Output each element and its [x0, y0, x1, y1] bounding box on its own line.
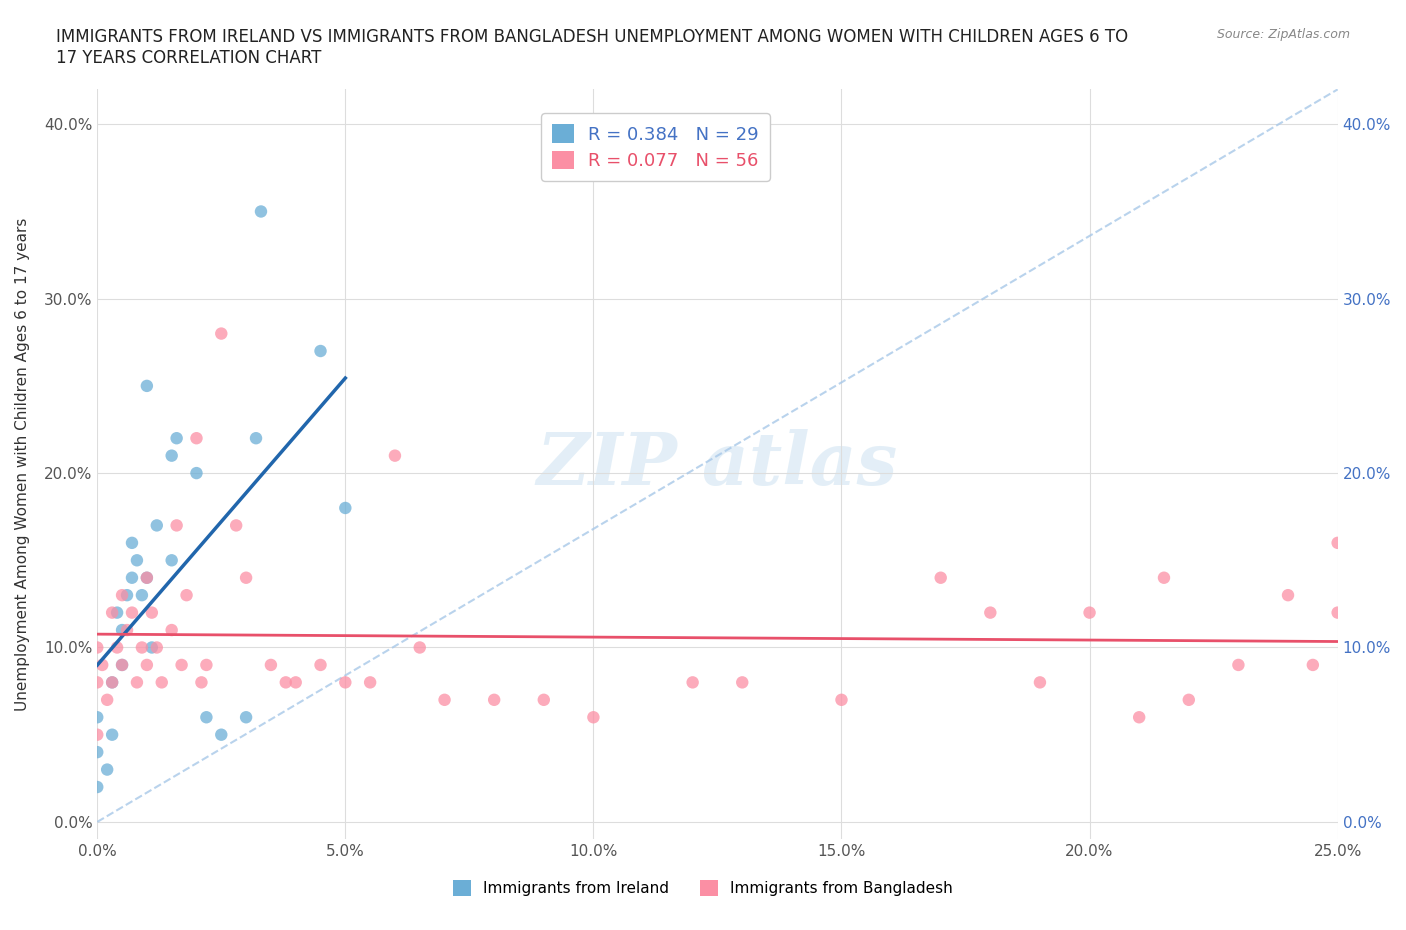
Point	[86, 779, 108, 794]
Point	[245, 431, 267, 445]
Point	[1326, 536, 1348, 551]
Point	[209, 326, 232, 341]
Point	[131, 640, 153, 655]
Point	[86, 727, 108, 742]
Point	[101, 675, 124, 690]
Text: IMMIGRANTS FROM IRELAND VS IMMIGRANTS FROM BANGLADESH UNEMPLOYMENT AMONG WOMEN W: IMMIGRANTS FROM IRELAND VS IMMIGRANTS FR…	[56, 28, 1129, 67]
Point	[141, 640, 163, 655]
Legend: Immigrants from Ireland, Immigrants from Bangladesh: Immigrants from Ireland, Immigrants from…	[446, 872, 960, 904]
Point	[101, 605, 124, 620]
Point	[260, 658, 283, 672]
Point	[582, 710, 605, 724]
Point	[1302, 658, 1324, 672]
Point	[482, 692, 505, 707]
Point	[166, 518, 188, 533]
Point	[1128, 710, 1150, 724]
Point	[111, 622, 134, 637]
Point	[209, 727, 232, 742]
Point	[335, 500, 357, 515]
Point	[170, 658, 193, 672]
Point	[433, 692, 456, 707]
Point	[533, 692, 555, 707]
Point	[101, 727, 124, 742]
Point	[195, 710, 218, 724]
Point	[115, 622, 138, 637]
Point	[135, 570, 157, 585]
Point	[335, 675, 357, 690]
Point	[186, 466, 208, 481]
Point	[1326, 605, 1348, 620]
Point	[359, 675, 381, 690]
Legend: R = 0.384   N = 29, R = 0.077   N = 56: R = 0.384 N = 29, R = 0.077 N = 56	[541, 113, 769, 181]
Point	[86, 640, 108, 655]
Point	[135, 570, 157, 585]
Point	[96, 692, 118, 707]
Point	[135, 658, 157, 672]
Point	[1078, 605, 1101, 620]
Point	[105, 605, 128, 620]
Point	[121, 570, 143, 585]
Point	[979, 605, 1001, 620]
Point	[682, 675, 704, 690]
Point	[309, 343, 332, 358]
Point	[1227, 658, 1250, 672]
Y-axis label: Unemployment Among Women with Children Ages 6 to 17 years: Unemployment Among Women with Children A…	[15, 218, 30, 711]
Point	[731, 675, 754, 690]
Point	[384, 448, 406, 463]
Point	[195, 658, 218, 672]
Point	[409, 640, 432, 655]
Point	[274, 675, 297, 690]
Point	[166, 431, 188, 445]
Point	[86, 675, 108, 690]
Point	[86, 745, 108, 760]
Point	[111, 658, 134, 672]
Text: ZIP atlas: ZIP atlas	[537, 429, 898, 499]
Point	[146, 640, 169, 655]
Point	[121, 605, 143, 620]
Text: Source: ZipAtlas.com: Source: ZipAtlas.com	[1216, 28, 1350, 41]
Point	[235, 710, 257, 724]
Point	[1178, 692, 1201, 707]
Point	[101, 675, 124, 690]
Point	[160, 552, 183, 567]
Point	[91, 658, 114, 672]
Point	[1153, 570, 1175, 585]
Point	[830, 692, 852, 707]
Point	[125, 675, 148, 690]
Point	[225, 518, 247, 533]
Point	[176, 588, 198, 603]
Point	[141, 605, 163, 620]
Point	[309, 658, 332, 672]
Point	[250, 204, 273, 219]
Point	[111, 588, 134, 603]
Point	[146, 518, 169, 533]
Point	[284, 675, 307, 690]
Point	[131, 588, 153, 603]
Point	[1029, 675, 1052, 690]
Point	[121, 536, 143, 551]
Point	[160, 448, 183, 463]
Point	[160, 622, 183, 637]
Point	[135, 379, 157, 393]
Point	[86, 710, 108, 724]
Point	[235, 570, 257, 585]
Point	[125, 552, 148, 567]
Point	[186, 431, 208, 445]
Point	[115, 588, 138, 603]
Point	[105, 640, 128, 655]
Point	[190, 675, 212, 690]
Point	[929, 570, 952, 585]
Point	[96, 763, 118, 777]
Point	[150, 675, 173, 690]
Point	[1277, 588, 1299, 603]
Point	[111, 658, 134, 672]
